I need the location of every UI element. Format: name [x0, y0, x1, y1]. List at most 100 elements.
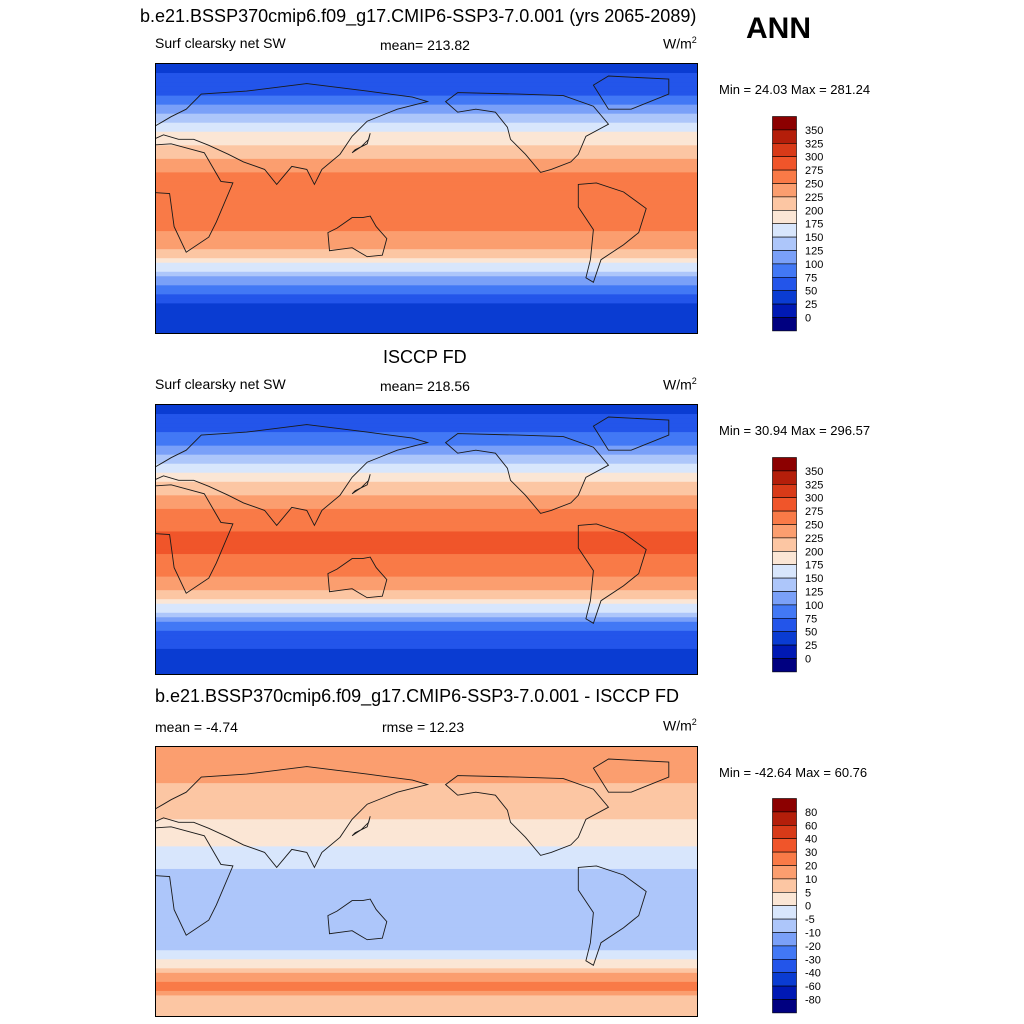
- colorbar-tick-label: -60: [805, 981, 821, 993]
- zonal-band: [156, 490, 697, 496]
- zonal-band: [156, 86, 697, 92]
- colorbar-tick-label: 80: [805, 807, 817, 819]
- colorbar-box: [772, 658, 797, 673]
- coastline: [592, 758, 670, 793]
- zonal-band: [156, 563, 697, 569]
- zonal-band: [156, 289, 697, 295]
- colorbar-tick-label: 0: [805, 654, 811, 666]
- zonal-band: [156, 765, 697, 771]
- colorbar-box: [772, 142, 797, 157]
- zonal-band: [156, 522, 697, 528]
- colorbar-tick-label: 325: [805, 479, 823, 491]
- colorbar-box: [772, 457, 797, 472]
- zonal-band: [156, 873, 697, 879]
- zonal-band: [156, 535, 697, 542]
- colorbar-box: [772, 824, 797, 839]
- zonal-band: [156, 783, 697, 789]
- colorbar-box: [772, 838, 797, 853]
- colorbar-tick-label: 175: [805, 219, 823, 231]
- zonal-band: [156, 918, 697, 924]
- colorbar-tick-label: 300: [805, 493, 823, 505]
- zonal-band: [156, 612, 697, 618]
- zonal-band: [156, 190, 697, 196]
- coastline: [327, 215, 388, 258]
- coastline: [156, 83, 430, 186]
- colorbar-box: [772, 317, 797, 332]
- map-svg: [156, 405, 697, 674]
- colorbar-tick-label: 50: [805, 286, 817, 298]
- zonal-band: [156, 1013, 697, 1016]
- coastline: [351, 133, 371, 154]
- zonal-band: [156, 819, 697, 825]
- zonal-band: [156, 972, 697, 978]
- zonal-band: [156, 172, 697, 178]
- zonal-band: [156, 276, 697, 282]
- zonal-band: [156, 603, 697, 609]
- colorbar-box: [772, 591, 797, 606]
- zonal-band: [156, 990, 697, 997]
- colorbar-box: [772, 524, 797, 539]
- zonal-band: [156, 774, 697, 780]
- zonal-band: [156, 73, 697, 79]
- zonal-band: [156, 891, 697, 897]
- zonal-band: [156, 91, 697, 97]
- colorbar-tick-label: -20: [805, 941, 821, 953]
- colorbar-box: [772, 798, 797, 813]
- zonal-band: [156, 540, 697, 546]
- zonal-band: [156, 517, 697, 524]
- zonal-band: [156, 545, 697, 551]
- coastline: [577, 865, 647, 966]
- zonal-band: [156, 450, 697, 456]
- colorbar-tick-label: 25: [805, 299, 817, 311]
- panel-diff-title: b.e21.BSSP370cmip6.f09_g17.CMIP6-SSP3-7.…: [155, 686, 679, 706]
- zonal-band: [156, 258, 697, 264]
- zonal-band: [156, 635, 697, 641]
- colorbar-box: [772, 945, 797, 960]
- zonal-band: [156, 927, 697, 933]
- colorbar-tick-label: 250: [805, 179, 823, 191]
- colorbar-box: [772, 999, 797, 1014]
- colorbar-box: [772, 250, 797, 265]
- zonal-band: [156, 321, 697, 327]
- zonal-band: [156, 751, 697, 757]
- zonal-band: [156, 127, 697, 133]
- zonal-band: [156, 778, 697, 784]
- zonal-band: [156, 445, 697, 451]
- colorbar-tick-label: -5: [805, 914, 815, 926]
- colorbar-obs: 350 325 300 275 250 225 200 175 150 125 100 75 50 25 0: [772, 457, 823, 673]
- zonal-band: [156, 657, 697, 664]
- colorbar-tick-label: 30: [805, 847, 817, 859]
- coastline: [156, 766, 430, 869]
- zonal-band: [156, 249, 697, 255]
- panel-model-units: W/m2: [663, 35, 697, 52]
- zonal-band: [156, 409, 697, 415]
- coastline: [592, 416, 670, 451]
- colorbar-tick-label: 175: [805, 560, 823, 572]
- zonal-band: [156, 294, 697, 300]
- colorbar-tick-label: 50: [805, 627, 817, 639]
- colorbar-tick-label: 125: [805, 587, 823, 599]
- zonal-band: [156, 576, 697, 582]
- coastline: [577, 182, 647, 283]
- zonal-band: [156, 231, 697, 237]
- colorbar-tick-label: 75: [805, 272, 817, 284]
- colorbar-box: [772, 851, 797, 866]
- colorbar-box: [772, 577, 797, 592]
- zonal-band: [156, 644, 697, 650]
- colorbar-box: [772, 470, 797, 485]
- zonal-band: [156, 194, 697, 201]
- zonal-band: [156, 846, 697, 852]
- zonal-band: [156, 1008, 697, 1015]
- coastline: [351, 474, 371, 495]
- zonal-band: [156, 796, 697, 802]
- zonal-band: [156, 769, 697, 775]
- colorbar-tick-label: 0: [805, 901, 811, 913]
- zonal-band: [156, 208, 697, 214]
- zonal-band: [156, 432, 697, 438]
- zonal-band: [156, 968, 697, 974]
- colorbar-diff: 80 60 40 30 20 10 5 0 -5 -10 -20 -30 -40 -60 -80: [772, 798, 821, 1014]
- colorbar-tick-label: 250: [805, 520, 823, 532]
- colorbar-box: [772, 169, 797, 184]
